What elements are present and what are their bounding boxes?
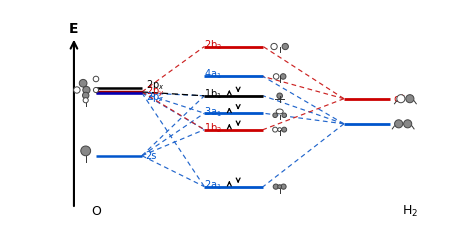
- Ellipse shape: [83, 98, 88, 103]
- Ellipse shape: [282, 128, 287, 132]
- Ellipse shape: [397, 95, 405, 103]
- Ellipse shape: [271, 44, 277, 51]
- Text: O: O: [91, 204, 101, 218]
- Ellipse shape: [406, 95, 414, 103]
- Ellipse shape: [403, 120, 412, 128]
- Ellipse shape: [273, 74, 279, 80]
- Text: 2b$_2$: 2b$_2$: [204, 38, 222, 51]
- Ellipse shape: [83, 87, 90, 94]
- Text: σ*: σ*: [393, 93, 405, 103]
- Text: 2p$_x$: 2p$_x$: [146, 78, 164, 92]
- Text: H$_2$: H$_2$: [402, 204, 418, 218]
- Ellipse shape: [277, 94, 283, 99]
- Ellipse shape: [273, 184, 278, 190]
- Ellipse shape: [273, 128, 278, 132]
- Ellipse shape: [281, 184, 286, 190]
- Ellipse shape: [282, 44, 288, 51]
- Text: 2p$_z$: 2p$_z$: [146, 90, 164, 104]
- Text: E: E: [68, 22, 78, 36]
- Ellipse shape: [395, 120, 403, 128]
- Ellipse shape: [93, 77, 99, 82]
- Text: 2s: 2s: [146, 150, 157, 160]
- Text: 1b$_1$: 1b$_1$: [204, 87, 222, 101]
- Text: σ: σ: [393, 118, 400, 128]
- Ellipse shape: [79, 80, 87, 88]
- Ellipse shape: [278, 128, 282, 132]
- Ellipse shape: [282, 114, 286, 118]
- Ellipse shape: [276, 110, 283, 114]
- Ellipse shape: [273, 114, 277, 118]
- Text: 1b$_2$: 1b$_2$: [204, 121, 222, 134]
- Ellipse shape: [280, 74, 286, 80]
- Text: 4a$_1$: 4a$_1$: [204, 68, 222, 81]
- Ellipse shape: [278, 185, 282, 189]
- Ellipse shape: [73, 88, 80, 94]
- Ellipse shape: [93, 88, 99, 93]
- Ellipse shape: [81, 146, 91, 156]
- Text: 2p$_y$: 2p$_y$: [146, 84, 164, 99]
- Ellipse shape: [82, 93, 89, 99]
- Text: 2a$_1$: 2a$_1$: [204, 178, 222, 191]
- Text: 3a$_1$: 3a$_1$: [204, 104, 222, 118]
